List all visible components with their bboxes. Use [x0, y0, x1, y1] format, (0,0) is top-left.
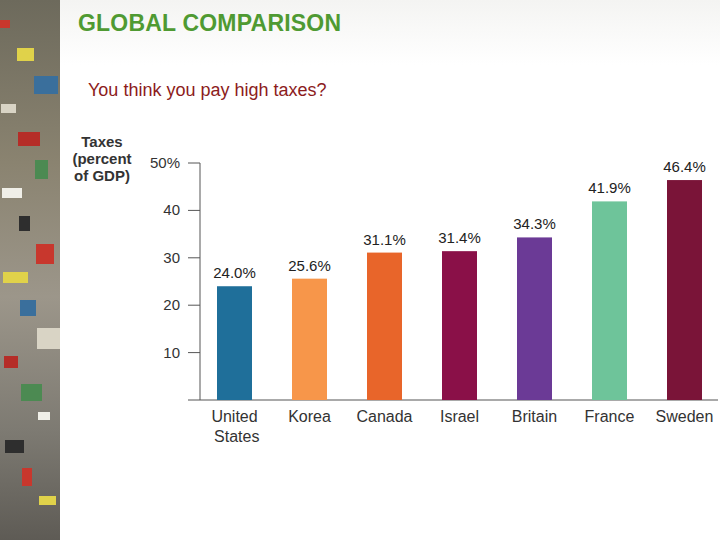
y-tick — [188, 352, 200, 353]
x-tick-label-line: Israel — [440, 408, 479, 425]
background-photo — [0, 0, 66, 540]
y-tick-label: 20 — [163, 296, 180, 313]
y-tick-label: 30 — [163, 249, 180, 266]
y-tick — [188, 305, 200, 306]
photo-detail — [19, 216, 30, 231]
bar — [667, 180, 702, 400]
photo-detail — [38, 412, 50, 420]
title: GLOBAL COMPARISON — [78, 10, 341, 37]
subtitle: You think you pay high taxes? — [88, 80, 327, 101]
x-tick-label: Sweden — [656, 408, 714, 425]
x-tick-label: Canada — [356, 408, 412, 425]
x-tick-label-line: Canada — [356, 408, 412, 425]
bar — [442, 251, 477, 400]
y-tick-label: 10 — [163, 344, 180, 361]
data-label: 31.4% — [438, 229, 481, 246]
x-tick-label: France — [585, 408, 635, 425]
photo-detail — [0, 20, 10, 28]
data-label: 31.1% — [363, 231, 406, 248]
y-tick — [188, 257, 200, 258]
x-tick-label: Israel — [440, 408, 479, 425]
bar — [217, 286, 252, 400]
data-label: 24.0% — [213, 264, 256, 281]
x-tick-label-line: Korea — [288, 408, 331, 425]
bar — [592, 201, 627, 400]
x-tick-label-line: France — [585, 408, 635, 425]
y-axis-line — [200, 163, 201, 400]
photo-detail — [36, 244, 54, 264]
photo-detail — [5, 440, 24, 453]
x-tick-label: Korea — [288, 408, 331, 425]
photo-detail — [34, 76, 58, 94]
y-tick-label: 50% — [150, 154, 180, 171]
photo-detail — [39, 496, 56, 505]
x-tick-label-line: Britain — [512, 408, 557, 425]
y-tick — [188, 163, 200, 164]
y-axis-label: Taxes (percent of GDP) — [66, 133, 138, 184]
x-tick-label-line: Sweden — [656, 408, 714, 425]
x-tick-label: Britain — [512, 408, 557, 425]
photo-detail — [2, 188, 22, 198]
data-label: 46.4% — [663, 158, 706, 175]
photo-detail — [21, 384, 42, 401]
y-tick — [188, 210, 200, 211]
photo-detail — [35, 160, 48, 179]
data-label: 34.3% — [513, 215, 556, 232]
chart: 10 20 30 40 50% 24.0% United States 25.6% Korea 3… — [0, 0, 720, 540]
bar — [367, 253, 402, 400]
photo-detail — [22, 468, 32, 486]
photo-detail — [3, 272, 28, 283]
photo-detail — [1, 104, 16, 113]
labels: 24.0% United States 25.6% Korea 31.1% Canada 3… — [210, 158, 714, 445]
bar — [292, 279, 327, 400]
photo-detail — [18, 132, 40, 146]
photo-detail — [4, 356, 18, 368]
x-tick-label: United States — [210, 408, 260, 445]
data-label: 41.9% — [588, 179, 631, 196]
x-tick-label-line: States — [210, 428, 260, 445]
bars — [217, 180, 702, 400]
y-tick-label: 40 — [163, 201, 180, 218]
photo-detail — [20, 300, 36, 316]
data-label: 25.6% — [288, 257, 331, 274]
photo-detail — [17, 48, 34, 61]
x-tick-label-line: United — [211, 408, 257, 425]
photo-detail — [37, 328, 60, 349]
bar — [517, 237, 552, 400]
